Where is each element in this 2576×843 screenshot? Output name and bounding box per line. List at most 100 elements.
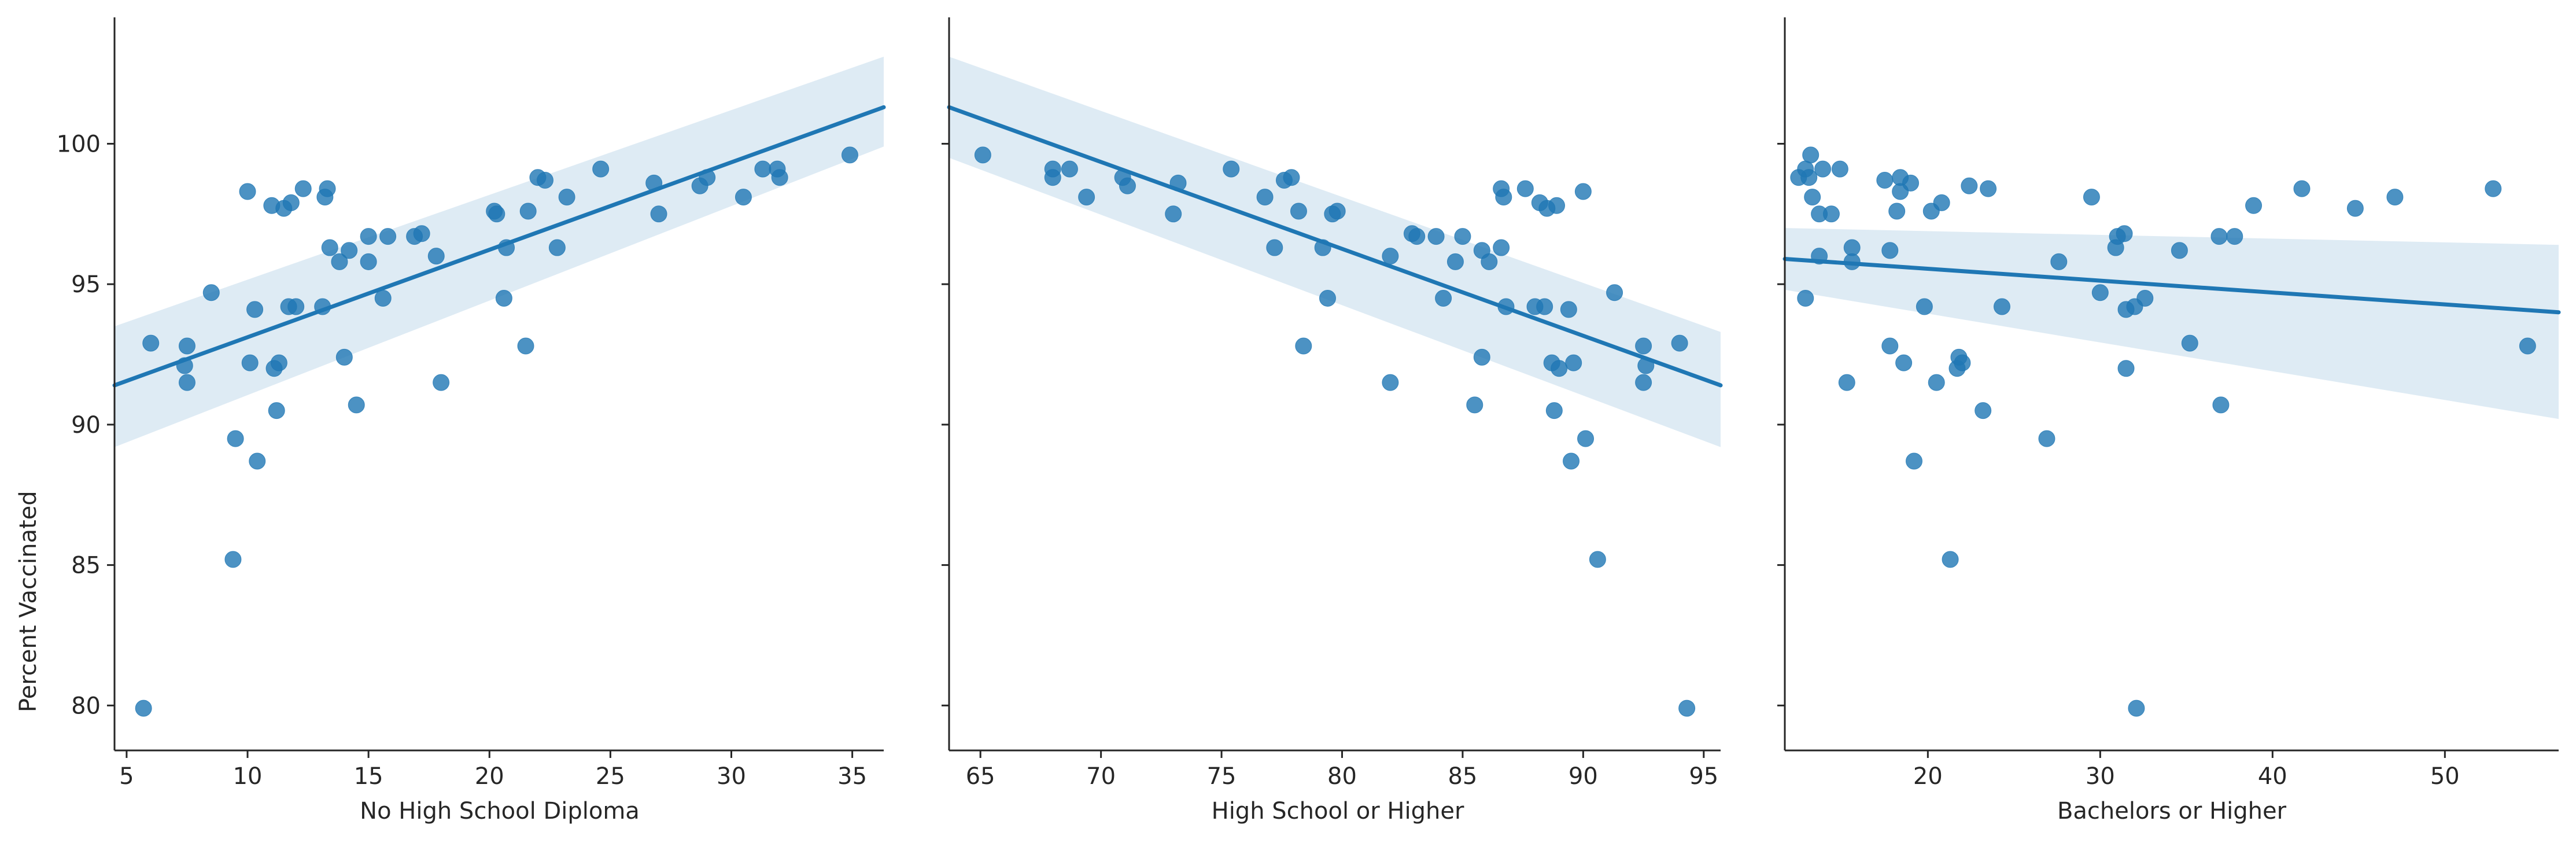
data-point <box>1822 205 1840 223</box>
data-point <box>650 205 667 223</box>
data-point <box>1574 183 1592 200</box>
x-tick-label: 70 <box>1086 763 1116 790</box>
data-point <box>558 189 575 206</box>
data-point <box>974 146 991 164</box>
data-point <box>1881 337 1899 355</box>
data-point <box>1635 374 1652 391</box>
data-point <box>1933 194 1950 211</box>
panel-bachelors-or-higher: Bachelors or Higher 20 30 40 50 <box>1777 17 2561 824</box>
data-point <box>1589 551 1606 568</box>
data-point <box>2210 228 2228 245</box>
data-point <box>1881 242 1899 259</box>
data-point <box>1473 348 1490 366</box>
data-point <box>1328 203 1346 220</box>
data-point <box>379 228 397 245</box>
data-point <box>495 289 512 307</box>
data-point <box>1078 189 1095 206</box>
data-point <box>1548 197 1566 214</box>
data-point <box>1165 205 1182 223</box>
y-tick-label: 80 <box>71 693 101 719</box>
data-point <box>1454 228 1471 245</box>
data-point <box>2117 360 2135 377</box>
data-point <box>1283 169 1300 186</box>
data-point <box>270 354 287 371</box>
panel-no-high-school-diploma: No High School Diploma 80 85 90 95 100 5 10 15 2… <box>57 17 886 824</box>
x-tick-label: 5 <box>119 763 134 790</box>
data-point <box>2226 228 2243 245</box>
x-tick-label: 75 <box>1207 763 1237 790</box>
data-point <box>1814 160 1832 178</box>
data-point <box>1802 146 1820 164</box>
data-point <box>2181 334 2198 352</box>
data-point <box>536 172 553 189</box>
regression-line-2 <box>1782 256 2561 315</box>
data-point <box>335 348 353 366</box>
data-point <box>1545 402 1563 419</box>
data-point <box>1671 334 1688 352</box>
data-point <box>374 289 392 307</box>
data-point <box>1888 203 1906 220</box>
panel-high-school-or-higher: High School or Higher 65 70 75 80 85 90 95 <box>942 17 1723 824</box>
data-point <box>1797 289 1814 307</box>
data-point <box>341 242 358 259</box>
data-point <box>360 228 377 245</box>
data-point <box>2038 430 2055 447</box>
data-point <box>488 205 505 223</box>
y-tick-label: 100 <box>57 131 101 157</box>
x-axis-label-2: Bachelors or Higher <box>2057 798 2287 824</box>
x-tick-label: 15 <box>354 763 383 790</box>
confidence-band-0 <box>115 56 884 447</box>
data-point <box>2128 700 2145 717</box>
data-point <box>1119 177 1136 194</box>
x-tick-label: 35 <box>837 763 867 790</box>
data-point <box>224 551 242 568</box>
data-point <box>1223 160 1240 178</box>
regression-line-0 <box>112 105 886 388</box>
data-point <box>1563 452 1580 470</box>
data-point <box>517 337 534 355</box>
data-point <box>1928 374 1945 391</box>
data-point <box>1843 239 1861 256</box>
data-point <box>2212 396 2230 414</box>
data-point <box>1831 160 1848 178</box>
data-point <box>2050 253 2068 270</box>
data-point <box>2386 189 2404 206</box>
x-tick-label: 10 <box>233 763 263 790</box>
data-point <box>1493 239 1510 256</box>
data-point <box>1606 284 1623 301</box>
data-point <box>2136 289 2154 307</box>
x-tick-label: 90 <box>1569 763 1598 790</box>
data-point <box>1427 228 1445 245</box>
data-point <box>1446 253 1464 270</box>
data-point <box>178 374 195 391</box>
data-point <box>348 396 365 414</box>
data-point <box>1290 203 1307 220</box>
data-point <box>227 430 244 447</box>
data-point <box>1942 551 1959 568</box>
data-point <box>1635 337 1652 355</box>
data-point <box>771 169 788 186</box>
data-point <box>754 160 772 178</box>
x-tick-label: 20 <box>1913 763 1943 790</box>
data-point <box>735 189 752 206</box>
data-point <box>239 183 256 200</box>
data-point <box>1902 174 1920 192</box>
data-point <box>592 160 610 178</box>
x-axis-label-0: No High School Diploma <box>360 798 640 824</box>
data-point <box>331 253 348 270</box>
data-point <box>142 334 160 352</box>
data-point <box>2519 337 2536 355</box>
data-point <box>1916 298 1933 315</box>
x-tick-label: 80 <box>1327 763 1357 790</box>
data-point <box>282 194 300 211</box>
data-point <box>1565 354 1582 371</box>
data-point <box>1266 239 1283 256</box>
data-point <box>1481 253 1498 270</box>
data-point <box>319 180 336 197</box>
data-point <box>1408 228 1426 245</box>
x-tick-label: 30 <box>717 763 746 790</box>
data-point <box>1256 189 1274 206</box>
data-point <box>249 452 266 470</box>
data-point <box>2346 200 2364 217</box>
